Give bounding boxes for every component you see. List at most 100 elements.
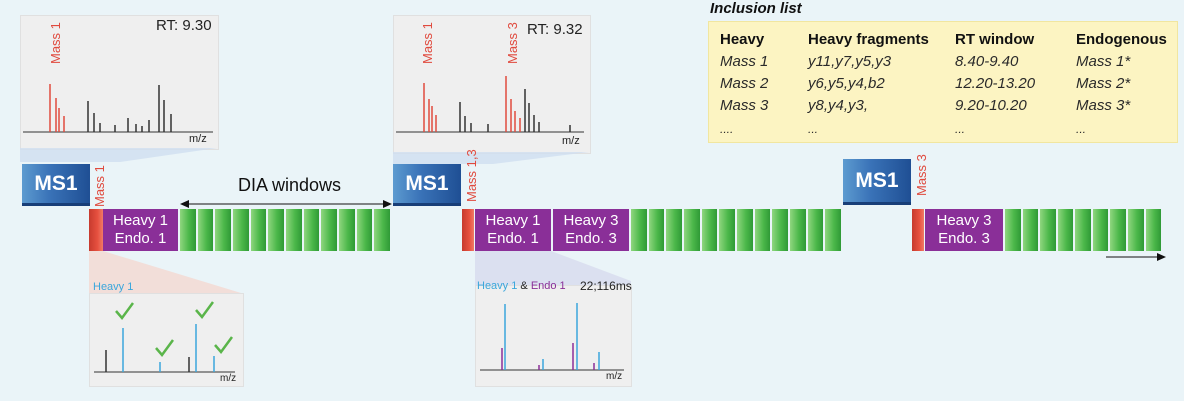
spectrum-bottom-1-plot — [94, 301, 235, 373]
cell: Mass 1 — [720, 53, 769, 70]
ms2-targeted-scan — [912, 209, 924, 251]
dia-window — [701, 209, 718, 251]
zoom-wedge — [475, 251, 631, 293]
dia-window — [666, 209, 683, 251]
cell: Mass 2 — [720, 75, 769, 92]
dia-window — [233, 209, 249, 251]
ms2-targeted-scan — [462, 209, 474, 251]
double-arrow-icon — [180, 200, 392, 208]
header-endogenous: Endogenous — [1076, 31, 1167, 48]
mass-label: Mass 1 — [92, 165, 107, 207]
endo-legend: Endo 1 — [530, 280, 566, 292]
dia-window — [807, 209, 824, 251]
mass-label: Mass 1,3 — [464, 149, 479, 202]
dia-window — [684, 209, 700, 251]
heavy-label: Heavy 1 — [485, 212, 541, 229]
axis-label: m/z — [189, 133, 207, 145]
ms1-scan-1: MS1 — [22, 164, 90, 206]
heavy-label: Heavy 3 — [563, 212, 619, 229]
endo-label: Endo. 1 — [114, 230, 167, 247]
cell: Mass 1* — [1076, 53, 1131, 70]
legend-separator: & — [517, 280, 531, 292]
spectrum-top-2-plot — [396, 76, 584, 133]
dia-window — [1110, 209, 1126, 251]
check-icon — [115, 302, 135, 321]
header-heavy: Heavy — [720, 31, 765, 48]
mass-label-3: Mass 3 — [505, 22, 520, 64]
dia-window — [250, 209, 267, 251]
spectrum-top-1: Mass 1 RT: 9.30 m/z — [20, 15, 219, 150]
cell: Mass 3* — [1076, 97, 1131, 114]
heavy-endo-block: Heavy 1 Endo. 1 — [103, 209, 178, 251]
dia-window — [648, 209, 665, 251]
dia-window — [1145, 209, 1162, 251]
dia-window — [754, 209, 771, 251]
cell: 9.20-10.20 — [955, 97, 1027, 114]
spectrum-bottom-2: Heavy 1 & Endo 1 22;116ms m/z — [475, 279, 632, 387]
dia-windows-2 — [631, 209, 843, 251]
dia-window — [1022, 209, 1039, 251]
cell: y8,y4,y3, — [808, 97, 869, 114]
spectrum-bottom-2-plot — [480, 303, 624, 371]
dia-windows-1 — [180, 209, 392, 251]
dia-window — [1075, 209, 1091, 251]
check-icon — [195, 301, 215, 320]
axis-label: m/z — [606, 371, 623, 382]
dia-window — [719, 209, 736, 251]
header-rt-window: RT window — [955, 31, 1035, 48]
cell: 12.20-13.20 — [955, 75, 1036, 92]
heavy-legend: Heavy 1 — [477, 280, 518, 292]
dia-window — [197, 209, 214, 251]
cell: ... — [1076, 122, 1087, 136]
ms2-targeted-scan — [89, 209, 103, 251]
ms1-scan-2: MS1 — [393, 164, 461, 206]
dia-window — [825, 209, 842, 251]
header-fragments: Heavy fragments — [808, 31, 929, 48]
zoom-wedge — [89, 251, 241, 293]
endo-label: Endo. 1 — [487, 230, 539, 247]
time-arrow-icon — [1106, 253, 1166, 261]
spectrum-top-1-plot — [23, 84, 213, 133]
dia-window — [268, 209, 285, 251]
dia-window — [215, 209, 232, 251]
dia-window — [286, 209, 302, 251]
spectrum-top-2: Mass 1 Mass 3 RT: 9.32 m/z — [393, 15, 591, 154]
heavy-label: Heavy 1 — [93, 281, 134, 293]
cell: y6,y5,y4,b2 — [808, 75, 885, 92]
heavy-label: Heavy 3 — [936, 212, 992, 229]
heavy-endo-block: Heavy 3 Endo. 3 — [925, 209, 1003, 251]
cell: y11,y7,y5,y3 — [808, 53, 892, 70]
heavy-endo-block: Heavy 1 Endo. 1 — [475, 209, 551, 251]
retention-time: RT: 9.32 — [527, 21, 583, 38]
dia-window — [772, 209, 789, 251]
dia-window — [737, 209, 753, 251]
inclusion-list-title: Inclusion list — [710, 0, 802, 17]
dia-window — [356, 209, 373, 251]
dia-window — [1092, 209, 1109, 251]
cell: ... — [955, 122, 966, 136]
spectrum-bottom-1: Heavy 1 m/z — [89, 281, 244, 387]
dia-window — [1005, 209, 1021, 251]
dia-window — [1040, 209, 1056, 251]
dia-window — [790, 209, 806, 251]
endo-label: Endo. 3 — [938, 230, 990, 247]
mass-label: Mass 1 — [48, 22, 63, 64]
zoom-wedge — [20, 148, 217, 162]
axis-label: m/z — [220, 373, 237, 384]
dia-window — [631, 209, 647, 251]
cell: 8.40-9.40 — [955, 53, 1019, 70]
dia-window — [180, 209, 196, 251]
cell: ... — [808, 122, 819, 136]
dia-windows-label: DIA windows — [238, 175, 342, 195]
dia-window — [1127, 209, 1144, 251]
axis-label: m/z — [562, 135, 580, 147]
inclusion-list-table: Heavy Heavy fragments RT window Endogeno… — [708, 21, 1178, 143]
dia-window — [374, 209, 391, 251]
endo-label: Endo. 3 — [565, 230, 617, 247]
legend-label: Heavy 1 & Endo 1 — [477, 280, 566, 292]
ms1-scan-3: MS1 — [843, 159, 911, 205]
cell: Mass 2* — [1076, 75, 1131, 92]
dia-window — [303, 209, 320, 251]
cell: .... — [720, 122, 734, 136]
check-icon — [155, 339, 175, 358]
